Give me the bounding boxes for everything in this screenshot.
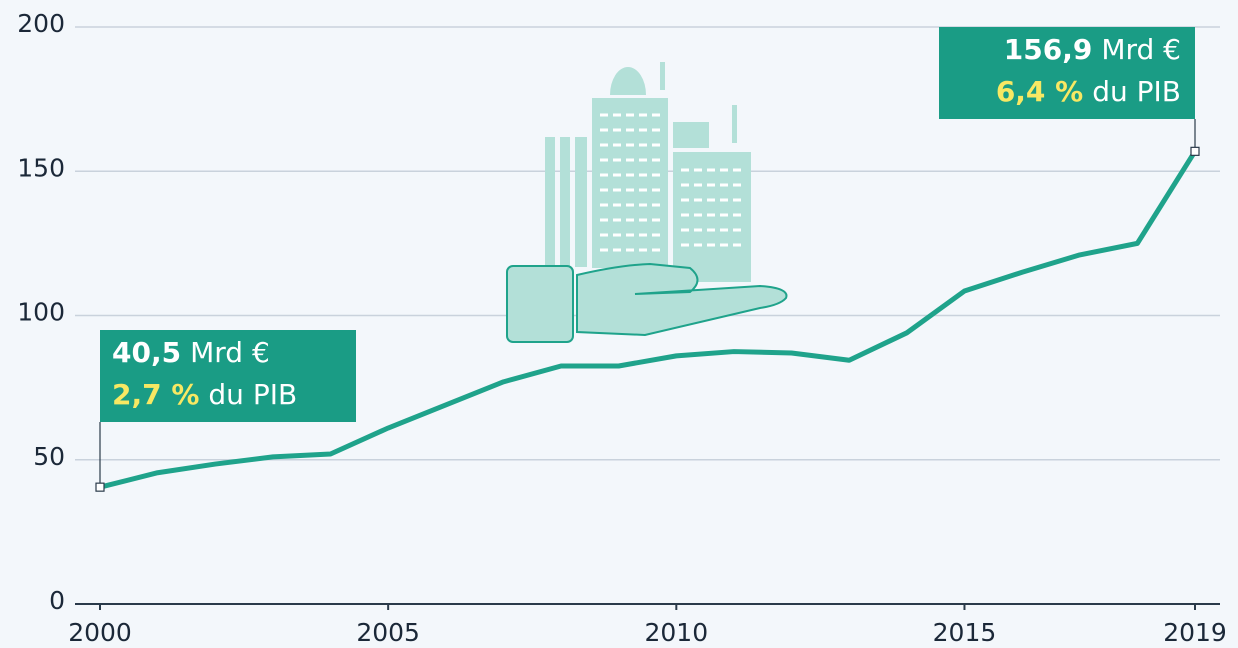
icon-antenna	[732, 105, 737, 143]
icon-column	[575, 137, 587, 267]
x-tick-label: 2019	[1163, 618, 1227, 647]
annotation-share-unit: du PIB	[1092, 75, 1181, 108]
y-tick-label: 50	[33, 442, 65, 471]
icon-cuff	[507, 266, 573, 342]
annotation-unit: Mrd €	[1101, 33, 1181, 66]
x-tick-label: 2010	[645, 618, 709, 647]
x-tick-label: 2005	[356, 618, 420, 647]
point-marker	[96, 483, 104, 491]
chart: 0 50 100 150 200 2000 2005 2010 2015 2019 40,5 Mrd …	[0, 0, 1238, 648]
annotation-unit: Mrd €	[190, 336, 270, 369]
annotation-line: 40,5 Mrd €	[112, 336, 270, 369]
value-label: 156,9	[1004, 33, 1093, 66]
icon-antenna	[660, 62, 665, 90]
point-marker	[1191, 147, 1199, 155]
x-tick-label: 2000	[68, 618, 132, 647]
y-tick-label: 200	[17, 9, 65, 38]
icon-column	[560, 137, 570, 267]
annotation-share: 2,7 %	[112, 378, 199, 411]
icon-column	[545, 137, 555, 267]
y-tick-label: 0	[49, 586, 65, 615]
x-tick-label: 2015	[933, 618, 997, 647]
value-label: 40,5	[112, 336, 181, 369]
page: 0 50 100 150 200 2000 2005 2010 2015 2019 40,5 Mrd …	[0, 0, 1238, 648]
y-tick-label: 100	[17, 298, 65, 327]
annotation-share-unit: du PIB	[208, 378, 297, 411]
icon-tower	[592, 98, 668, 268]
icon-tower-top	[673, 122, 709, 148]
annotation-share: 6,4 %	[996, 75, 1083, 108]
y-tick-label: 150	[17, 153, 65, 182]
